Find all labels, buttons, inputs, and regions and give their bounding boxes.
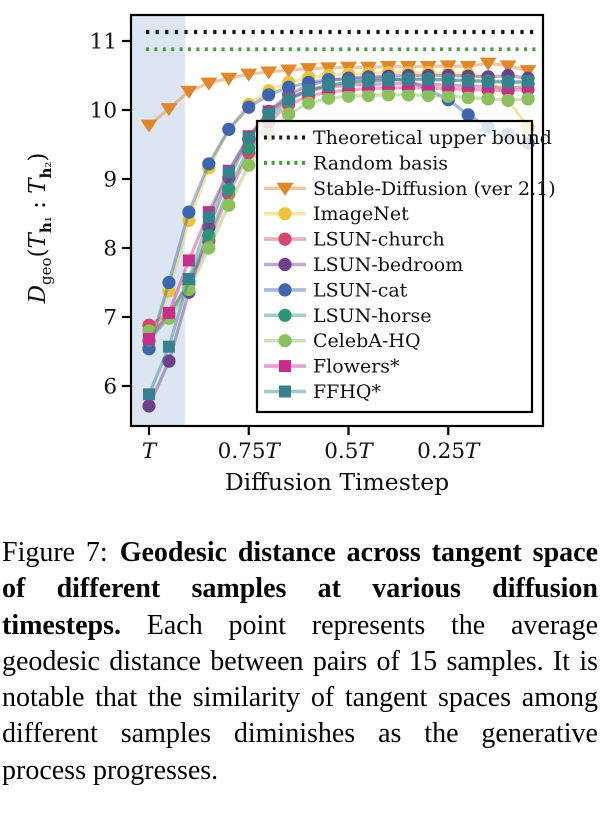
ylabel-rparen: ) [25,152,52,162]
ylabel-D: D [25,284,52,304]
x-tick-label: 0.25T [417,439,481,464]
x-tick-label: 0.5T [324,439,374,464]
svg-text:LSUN-church: LSUN-church [313,229,445,251]
legend-item-celeba-hq: CelebA-HQ [264,330,421,352]
svg-text:ImageNet: ImageNet [313,203,409,225]
series-ffhq- [143,73,535,401]
ylabel-T2: T [25,178,52,194]
legend-item-lsun-horse: LSUN-horse [264,305,431,327]
legend-item-imagenet: ImageNet [264,203,409,225]
shaded-region-early-timesteps [131,15,185,426]
y-tick-label: 6 [103,375,117,400]
svg-text:LSUN-horse: LSUN-horse [313,305,431,327]
ylabel-lparen: ( [25,248,52,258]
legend-item-lsun-church: LSUN-church [264,229,445,251]
ylabel-h1-sub: h₁ [36,216,55,234]
axes: 6 7 8 9 10 11 T 0.75T 0.5T 0.25T [90,30,481,465]
y-tick-label: 11 [90,30,117,55]
svg-text:Random basis: Random basis [313,152,448,174]
x-axis-label: Diffusion Timestep [225,468,449,496]
legend: Theoretical upper bound Random basis Stabl… [255,119,556,414]
chart-area: Theoretical upper bound Random basis Stabl… [25,13,556,496]
ylabel-geo-sub: geo [36,257,55,285]
svg-text:Flowers*: Flowers* [313,356,400,378]
y-tick-label: 7 [103,306,117,331]
legend-item-lsun-bedroom: LSUN-bedroom [264,254,463,276]
legend-item-ffhq-: FFHQ* [264,381,382,403]
caption-figure-number: Figure 7: [2,537,108,568]
ylabel-T1: T [25,233,52,249]
legend-item-random-basis: Random basis [264,152,448,174]
svg-text:FFHQ*: FFHQ* [313,381,382,403]
svg-text:CelebA-HQ: CelebA-HQ [313,330,421,352]
legend-item-stable-diffusion-ver-2-1-: Stable-Diffusion (ver 2.1) [264,178,556,200]
legend-item-flowers-: Flowers* [264,356,400,378]
ylabel-h2-sub: h₂ [36,161,55,179]
y-tick-label: 10 [90,99,117,124]
ylabel-colon: : [25,193,52,217]
x-tick-label: T [142,439,158,464]
caption-bold-title: Geodesic distance across tangent space o… [2,537,599,641]
svg-text:Stable-Diffusion (ver 2.1): Stable-Diffusion (ver 2.1) [313,178,556,200]
plot-border [129,13,545,428]
y-tick-label: 9 [103,168,117,193]
legend-item-lsun-cat: LSUN-cat [264,279,408,301]
x-tick-label: 0.75T [218,439,282,464]
svg-text:Theoretical upper bound: Theoretical upper bound [313,127,552,149]
figure-caption: Figure 7: Geodesic distance across tangen… [2,535,598,789]
svg-text:LSUN-cat: LSUN-cat [313,279,408,301]
y-tick-label: 8 [103,237,117,262]
caption-body-text: Each point represents the average geodes… [2,609,598,786]
legend-item-theoretical-upper-bound: Theoretical upper bound [264,127,552,149]
y-axis-label: Dgeo(Th₁ : Th₂) [25,153,55,304]
geodesic-distance-chart: Theoretical upper bound Random basis Stabl… [90,13,556,496]
svg-text:LSUN-bedroom: LSUN-bedroom [313,254,463,276]
